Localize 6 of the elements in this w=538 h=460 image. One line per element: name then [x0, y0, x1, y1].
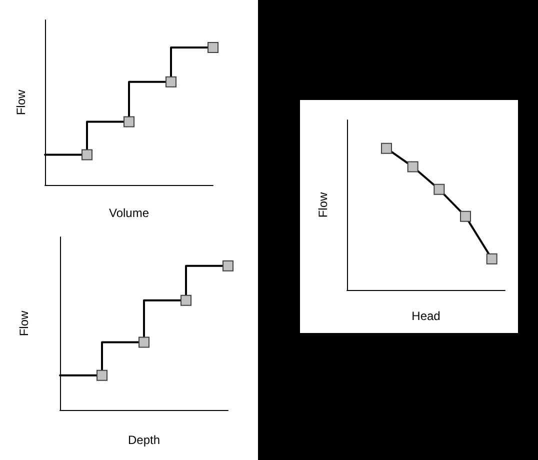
- x-axis-title: Head: [412, 309, 440, 323]
- x-axis-title: Volume: [108, 206, 150, 220]
- y-axis-title: Flow: [14, 90, 28, 116]
- y-axis-title: Flow: [17, 310, 31, 336]
- y-axis-title: Flow: [316, 192, 330, 218]
- x-axis-title: Depth: [128, 433, 160, 447]
